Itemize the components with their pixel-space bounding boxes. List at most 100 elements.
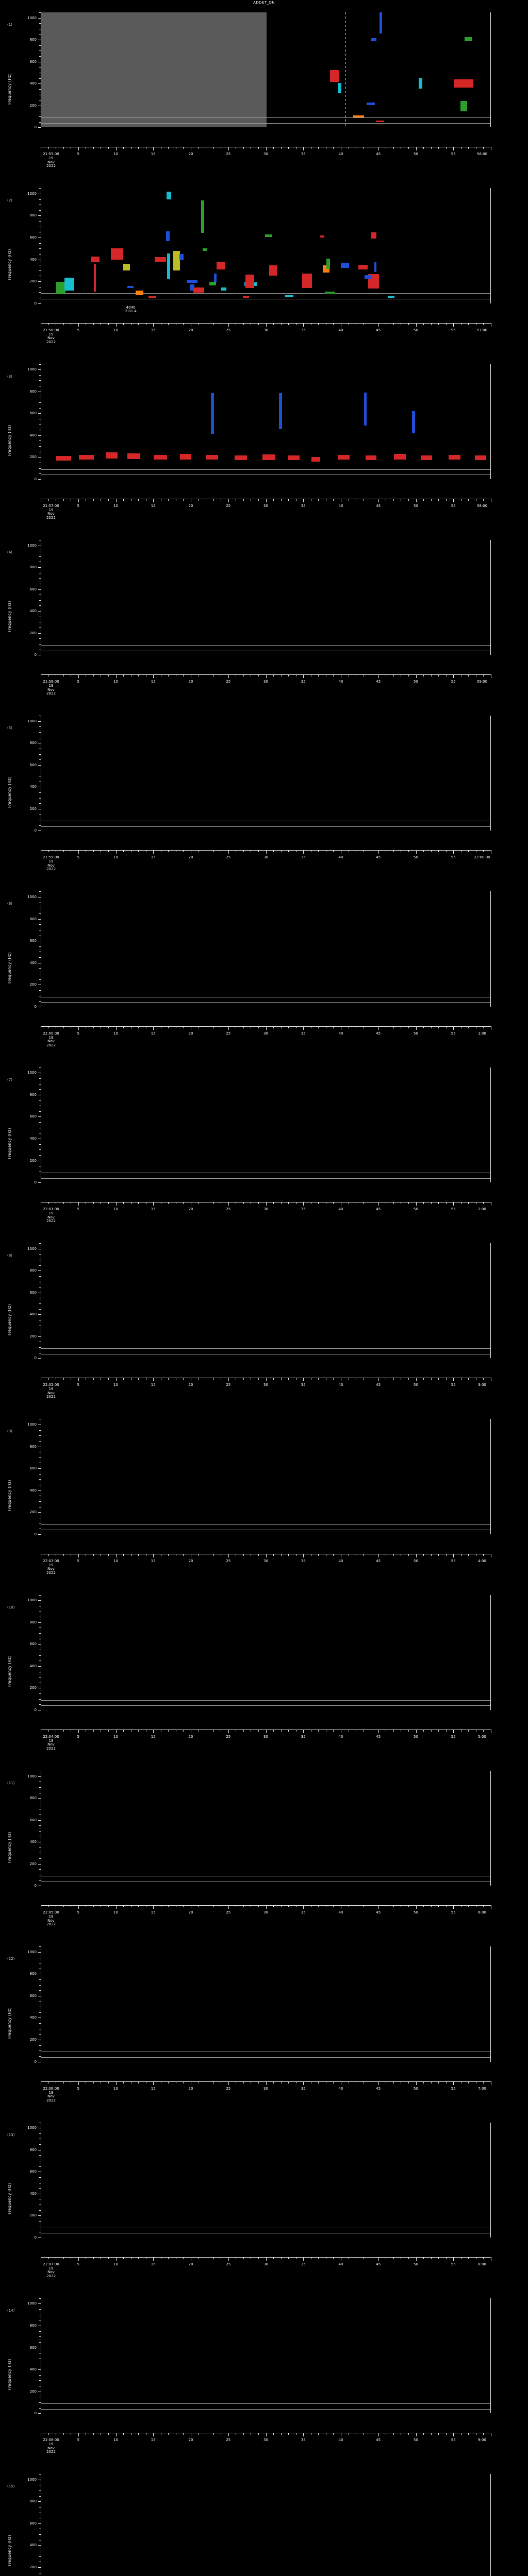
detection-contour <box>243 295 250 298</box>
y-axis-label: Frequency (Hz) <box>7 1655 12 1687</box>
x-tick-mark <box>266 850 267 854</box>
date-line: Nov <box>47 1567 55 1571</box>
x-tick-mark <box>153 323 154 327</box>
x-tick-mark <box>393 1729 394 1732</box>
x-tick-label: 40 <box>338 2438 343 2443</box>
x-tick-label: 25 <box>226 1031 231 1036</box>
date-line: 2022 <box>46 2450 56 2454</box>
y-tick-mark <box>38 1468 41 1469</box>
x-tick-mark <box>228 498 229 502</box>
x-tick-label: 55 <box>451 152 456 157</box>
plot-area-10 <box>41 1595 491 1710</box>
x-tick-label: 55 <box>451 1910 456 1915</box>
y-tick-label: 200 <box>29 455 37 460</box>
x-tick-label: 20 <box>188 2262 193 2266</box>
y-axis-14: 1000 800 600 400 200 0 <box>0 2298 41 2415</box>
y-tick-label: 800 <box>29 2499 37 2504</box>
x-tick-mark <box>183 1202 184 1205</box>
y-tick-label: 800 <box>29 1972 37 1976</box>
y-tick-mark-minor <box>39 89 41 90</box>
x-tick-mark <box>393 674 394 677</box>
x-tick-label: 25 <box>226 152 231 157</box>
y-axis-label: Frequency (Hz) <box>7 425 12 456</box>
x-tick-mark <box>446 147 447 149</box>
date-line: 2022 <box>46 691 56 696</box>
y-tick-mark-minor <box>39 2023 41 2024</box>
x-tick-label: 15 <box>151 503 156 508</box>
x-tick-mark <box>318 1202 319 1205</box>
x-tick-mark <box>183 498 184 501</box>
x-tick-label: 45 <box>376 1558 381 1563</box>
x-tick-mark <box>393 147 394 149</box>
y-tick-label: 800 <box>29 213 37 218</box>
x-tick-mark <box>303 1553 304 1557</box>
x-tick-mark <box>318 674 319 677</box>
detection-contour <box>340 263 349 268</box>
y-tick-label: 400 <box>29 960 37 965</box>
x-tick-mark <box>258 1553 259 1556</box>
y-tick-mark-minor <box>39 1473 41 1475</box>
x-tick-label: 20 <box>188 680 193 684</box>
x-tick-mark <box>63 323 64 325</box>
x-tick-label: 10 <box>113 1207 118 1212</box>
x-tick-mark <box>438 1553 439 1556</box>
x-tick-mark <box>446 2081 447 2083</box>
x-tick-label: 35 <box>301 680 306 684</box>
y-tick-label: 800 <box>29 1796 37 1801</box>
x-tick-mark <box>228 2433 229 2437</box>
x-tick-label: 55 <box>451 1031 456 1036</box>
x-tick-label: 55 <box>451 1734 456 1739</box>
x-tick-mark <box>243 1026 244 1028</box>
x-tick-label: 20 <box>188 328 193 332</box>
date-line: 19 <box>48 2266 54 2270</box>
x-tick-label: 5 <box>77 1910 79 1915</box>
detection-contour <box>365 275 372 279</box>
x-tick-mark <box>393 850 394 853</box>
spectrogram-panel-9: 1000 800 600 400 200 0 Frequency (Hz) (9) 5 10 15 2… <box>0 1406 528 1582</box>
x-tick-mark <box>78 1729 79 1733</box>
x-tick-mark <box>453 2433 454 2437</box>
x-tick-mark <box>266 1202 267 1206</box>
y-tick-label: 800 <box>29 1268 37 1273</box>
y-tick-mark <box>38 435 41 436</box>
x-tick-mark <box>108 674 109 677</box>
x-tick-mark <box>258 1729 259 1732</box>
x-tick-mark <box>378 850 379 854</box>
x-axis-end-time: 22:00:00 <box>474 855 490 860</box>
x-tick-label: 40 <box>338 2086 343 2091</box>
x-tick-label: 25 <box>226 855 231 860</box>
y-tick-label: 1000 <box>27 543 37 548</box>
x-tick-mark <box>258 1026 259 1028</box>
y-tick-label: 400 <box>29 2015 37 2020</box>
date-line: Nov <box>47 1391 55 1395</box>
y-tick-mark-minor <box>39 1078 41 1079</box>
x-tick-mark <box>393 1905 394 1908</box>
y-tick-label: 400 <box>29 433 37 437</box>
x-tick-label: 50 <box>414 328 418 332</box>
x-tick-mark <box>183 1026 184 1028</box>
plot-area-1 <box>41 12 491 128</box>
x-tick-mark <box>378 1026 379 1030</box>
y-tick-mark-minor <box>39 468 41 469</box>
detection-contour <box>217 261 225 269</box>
x-tick-mark <box>438 1378 439 1380</box>
y-tick-mark-minor <box>39 1979 41 1980</box>
x-tick-mark <box>63 2433 64 2435</box>
y-axis-4: 1000 800 600 400 200 0 <box>0 539 41 657</box>
reference-line <box>41 1178 490 1179</box>
x-tick-mark <box>303 1202 304 1206</box>
y-tick-mark-minor <box>39 248 41 249</box>
x-axis-start-time: 22:01:00 <box>43 1207 59 1212</box>
y-tick-mark-minor <box>39 1985 41 1986</box>
x-tick-mark <box>228 674 229 679</box>
y-tick-mark-minor <box>39 2166 41 2167</box>
detection-contour <box>209 282 216 285</box>
y-tick-label: 200 <box>29 1510 37 1515</box>
x-tick-label: 55 <box>451 855 456 860</box>
x-tick-mark <box>468 2433 469 2435</box>
x-tick-mark <box>153 2081 154 2085</box>
x-tick-mark <box>446 1905 447 1908</box>
x-tick-label: 5 <box>77 855 79 860</box>
y-tick-label: 0 <box>34 1004 37 1009</box>
y-tick-label: 0 <box>34 653 37 657</box>
